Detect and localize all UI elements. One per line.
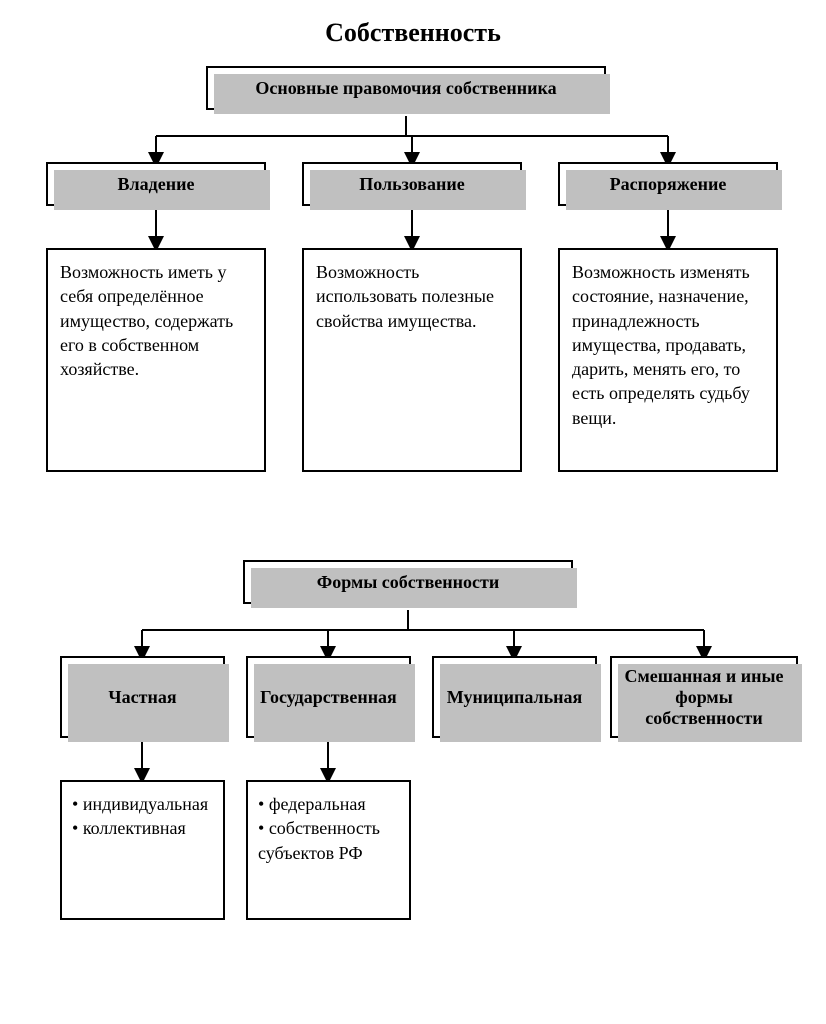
s2-list-1-item-1: собствен­ность субъек­тов РФ (258, 816, 401, 865)
s2-list-1-item-0: федеральная (258, 792, 401, 816)
s2-col-title-2-text: Муници­пальная (447, 687, 583, 708)
s2-header-text: Формы собственности (317, 572, 500, 593)
s1-col-title-0-text: Владение (118, 174, 195, 195)
s1-desc-1: Возможность использовать полезные свойст… (302, 248, 522, 472)
s1-col-title-2: Распоряжение (558, 162, 778, 206)
s2-col-title-2: Муници­пальная (432, 656, 597, 738)
s2-col-title-3: Смешанная и иные формы собственности (610, 656, 798, 738)
s1-col-title-2-text: Распоряжение (610, 174, 727, 195)
s2-list-0-item-1: коллективная (72, 816, 215, 840)
s2-list-0-ul: индивидуаль­ная коллективная (72, 792, 215, 841)
s1-header: Основные правомочия собственника (206, 66, 606, 110)
s2-col-title-3-text: Смешанная и иные формы собственности (622, 666, 786, 729)
s2-list-1: федеральная собствен­ность субъек­тов РФ (246, 780, 411, 920)
title-text: Собственность (325, 18, 501, 47)
page-title: Собственность (0, 18, 826, 48)
s2-col-title-1-text: Государст­венная (260, 687, 397, 708)
s2-list-1-ul: федеральная собствен­ность субъек­тов РФ (258, 792, 401, 865)
s2-header: Формы собственности (243, 560, 573, 604)
s1-desc-2: Возможность изменять состояние, назначен… (558, 248, 778, 472)
s1-col-title-1: Пользование (302, 162, 522, 206)
s1-desc-0-text: Возможность иметь у себя определённое им… (60, 262, 233, 379)
s2-col-title-0-text: Частная (108, 687, 176, 708)
s1-col-title-1-text: Пользование (359, 174, 465, 195)
s2-col-title-1: Государст­венная (246, 656, 411, 738)
s2-list-0-item-0: индивидуаль­ная (72, 792, 215, 816)
s1-desc-0: Возможность иметь у себя определённое им… (46, 248, 266, 472)
s1-col-title-0: Владение (46, 162, 266, 206)
s1-header-text: Основные правомочия собственника (255, 78, 556, 99)
s1-desc-2-text: Возможность изменять состояние, назначен… (572, 262, 750, 428)
s1-desc-1-text: Возможность использовать полезные свойст… (316, 262, 494, 331)
s2-list-0: индивидуаль­ная коллективная (60, 780, 225, 920)
s2-col-title-0: Частная (60, 656, 225, 738)
